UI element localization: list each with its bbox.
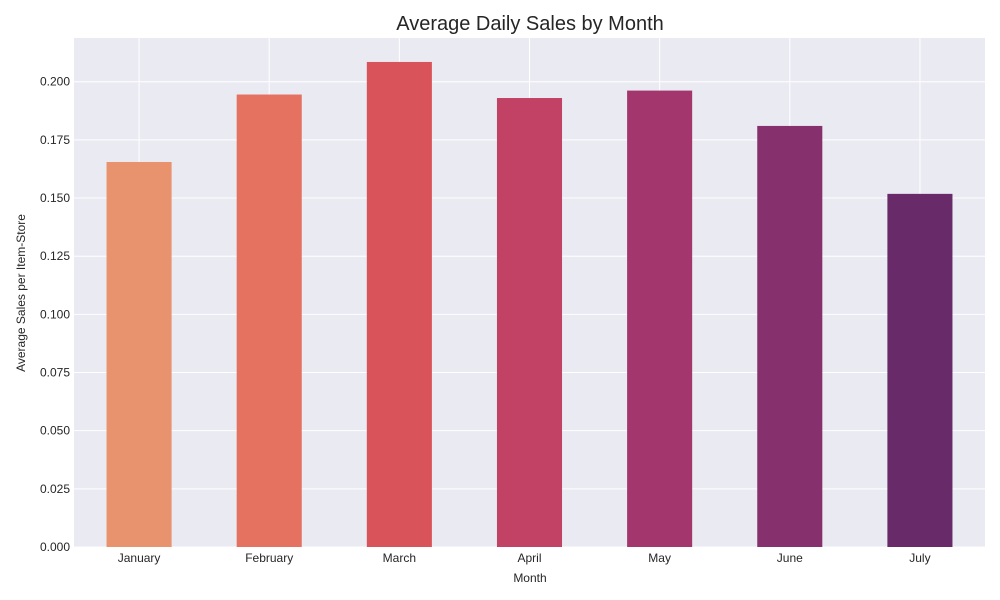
bar-january	[106, 161, 172, 547]
tick-labels: 0.000 0.025 0.050 0.075 0.100 0.125 0.150 0.175…	[40, 75, 931, 565]
x-tick-label: January	[118, 551, 161, 565]
bars	[106, 61, 953, 548]
bar-may	[627, 90, 693, 547]
y-tick-label: 0.125	[40, 249, 70, 263]
x-tick-label: March	[383, 551, 416, 565]
y-tick-label: 0.050	[40, 424, 70, 438]
x-tick-label: July	[909, 551, 930, 565]
bar-march	[366, 61, 432, 547]
x-tick-label: May	[648, 551, 671, 565]
y-tick-label: 0.075	[40, 366, 70, 380]
y-tick-label: 0.025	[40, 482, 70, 496]
y-tick-label: 0.150	[40, 191, 70, 205]
bar-july	[887, 193, 953, 547]
y-tick-label: 0.175	[40, 133, 70, 147]
bar-june	[757, 125, 823, 548]
x-tick-label: June	[777, 551, 803, 565]
chart-title: Average Daily Sales by Month	[396, 13, 664, 35]
y-axis-label: Average Sales per Item-Store	[14, 214, 28, 372]
y-tick-label: 0.200	[40, 75, 70, 89]
x-tick-label: February	[245, 551, 293, 565]
bar-april	[496, 98, 563, 547]
y-tick-label: 0.100	[40, 307, 70, 321]
y-tick-label: 0.000	[40, 540, 70, 554]
x-axis-label: Month	[513, 571, 546, 585]
bar-february	[236, 94, 302, 547]
x-tick-label: April	[517, 551, 541, 565]
